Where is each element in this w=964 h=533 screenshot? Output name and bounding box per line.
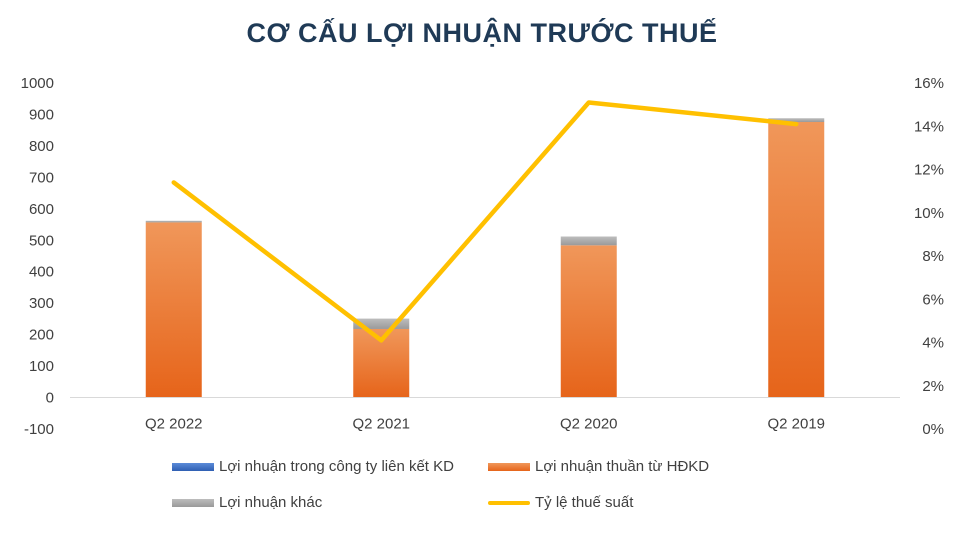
legend-item-operating-profit: Lợi nhuận thuần từ HĐKD xyxy=(488,458,709,475)
y-right-tick-label: 4% xyxy=(922,335,944,352)
legend-swatch-line xyxy=(488,500,530,505)
y-left-tick-label: 700 xyxy=(29,169,54,186)
x-tick-label: Q2 2022 xyxy=(145,416,203,433)
legend-swatch-orange xyxy=(488,462,530,471)
legend-label: Tỷ lệ thuế suất xyxy=(535,494,634,511)
bar-other-2 xyxy=(560,236,617,246)
bar-other-0 xyxy=(145,220,202,223)
bar-other-1 xyxy=(353,318,410,329)
legend-item-other-profit: Lợi nhuận khác xyxy=(172,494,322,511)
y-right-tick-label: 10% xyxy=(914,205,944,222)
y-left-tick-label: 1000 xyxy=(21,75,54,92)
y-right-tick-label: 6% xyxy=(922,291,944,308)
y-left-tick-label: 400 xyxy=(29,264,54,281)
chart-title: CƠ CẤU LỢI NHUẬN TRƯỚC THUẾ xyxy=(246,18,718,48)
y-left-tick-label: -100 xyxy=(24,421,54,438)
y-right-tick-label: 8% xyxy=(922,248,944,265)
y-right-tick-label: 14% xyxy=(914,118,944,135)
y-right-tick-label: 12% xyxy=(914,162,944,179)
legend-swatch-gray xyxy=(172,498,214,507)
legend-item-associate-profit: Lợi nhuận trong công ty liên kết KD xyxy=(172,458,454,475)
line-tax-rate xyxy=(171,100,799,343)
bar-operating-2 xyxy=(560,245,617,398)
bar-operating-3 xyxy=(768,122,825,398)
y-left-tick-label: 100 xyxy=(29,358,54,375)
legend-label: Lợi nhuận trong công ty liên kết KD xyxy=(219,458,454,475)
x-tick-label: Q2 2020 xyxy=(560,416,618,433)
x-tick-label: Q2 2021 xyxy=(352,416,410,433)
bar-operating-0 xyxy=(145,222,202,398)
legend-label: Lợi nhuận thuần từ HĐKD xyxy=(535,458,710,475)
x-tick-label: Q2 2019 xyxy=(767,416,825,433)
y-left-tick-label: 200 xyxy=(29,327,54,344)
legend-swatch-blue xyxy=(172,462,214,471)
y-right-tick-label: 2% xyxy=(922,378,944,395)
y-left-tick-label: 800 xyxy=(29,138,54,155)
y-left-tick-label: 500 xyxy=(29,232,54,249)
y-left-tick-label: 0 xyxy=(46,390,54,407)
y-right-tick-label: 0% xyxy=(922,421,944,438)
legend-label: Lợi nhuận khác xyxy=(219,494,323,511)
legend-item-tax-rate: Tỷ lệ thuế suất xyxy=(488,494,633,511)
y-right-tick-label: 16% xyxy=(914,75,944,92)
y-left-tick-label: 600 xyxy=(29,201,54,218)
y-left-tick-label: 300 xyxy=(29,295,54,312)
y-left-tick-label: 900 xyxy=(29,106,54,123)
bar-other-3 xyxy=(768,118,825,123)
